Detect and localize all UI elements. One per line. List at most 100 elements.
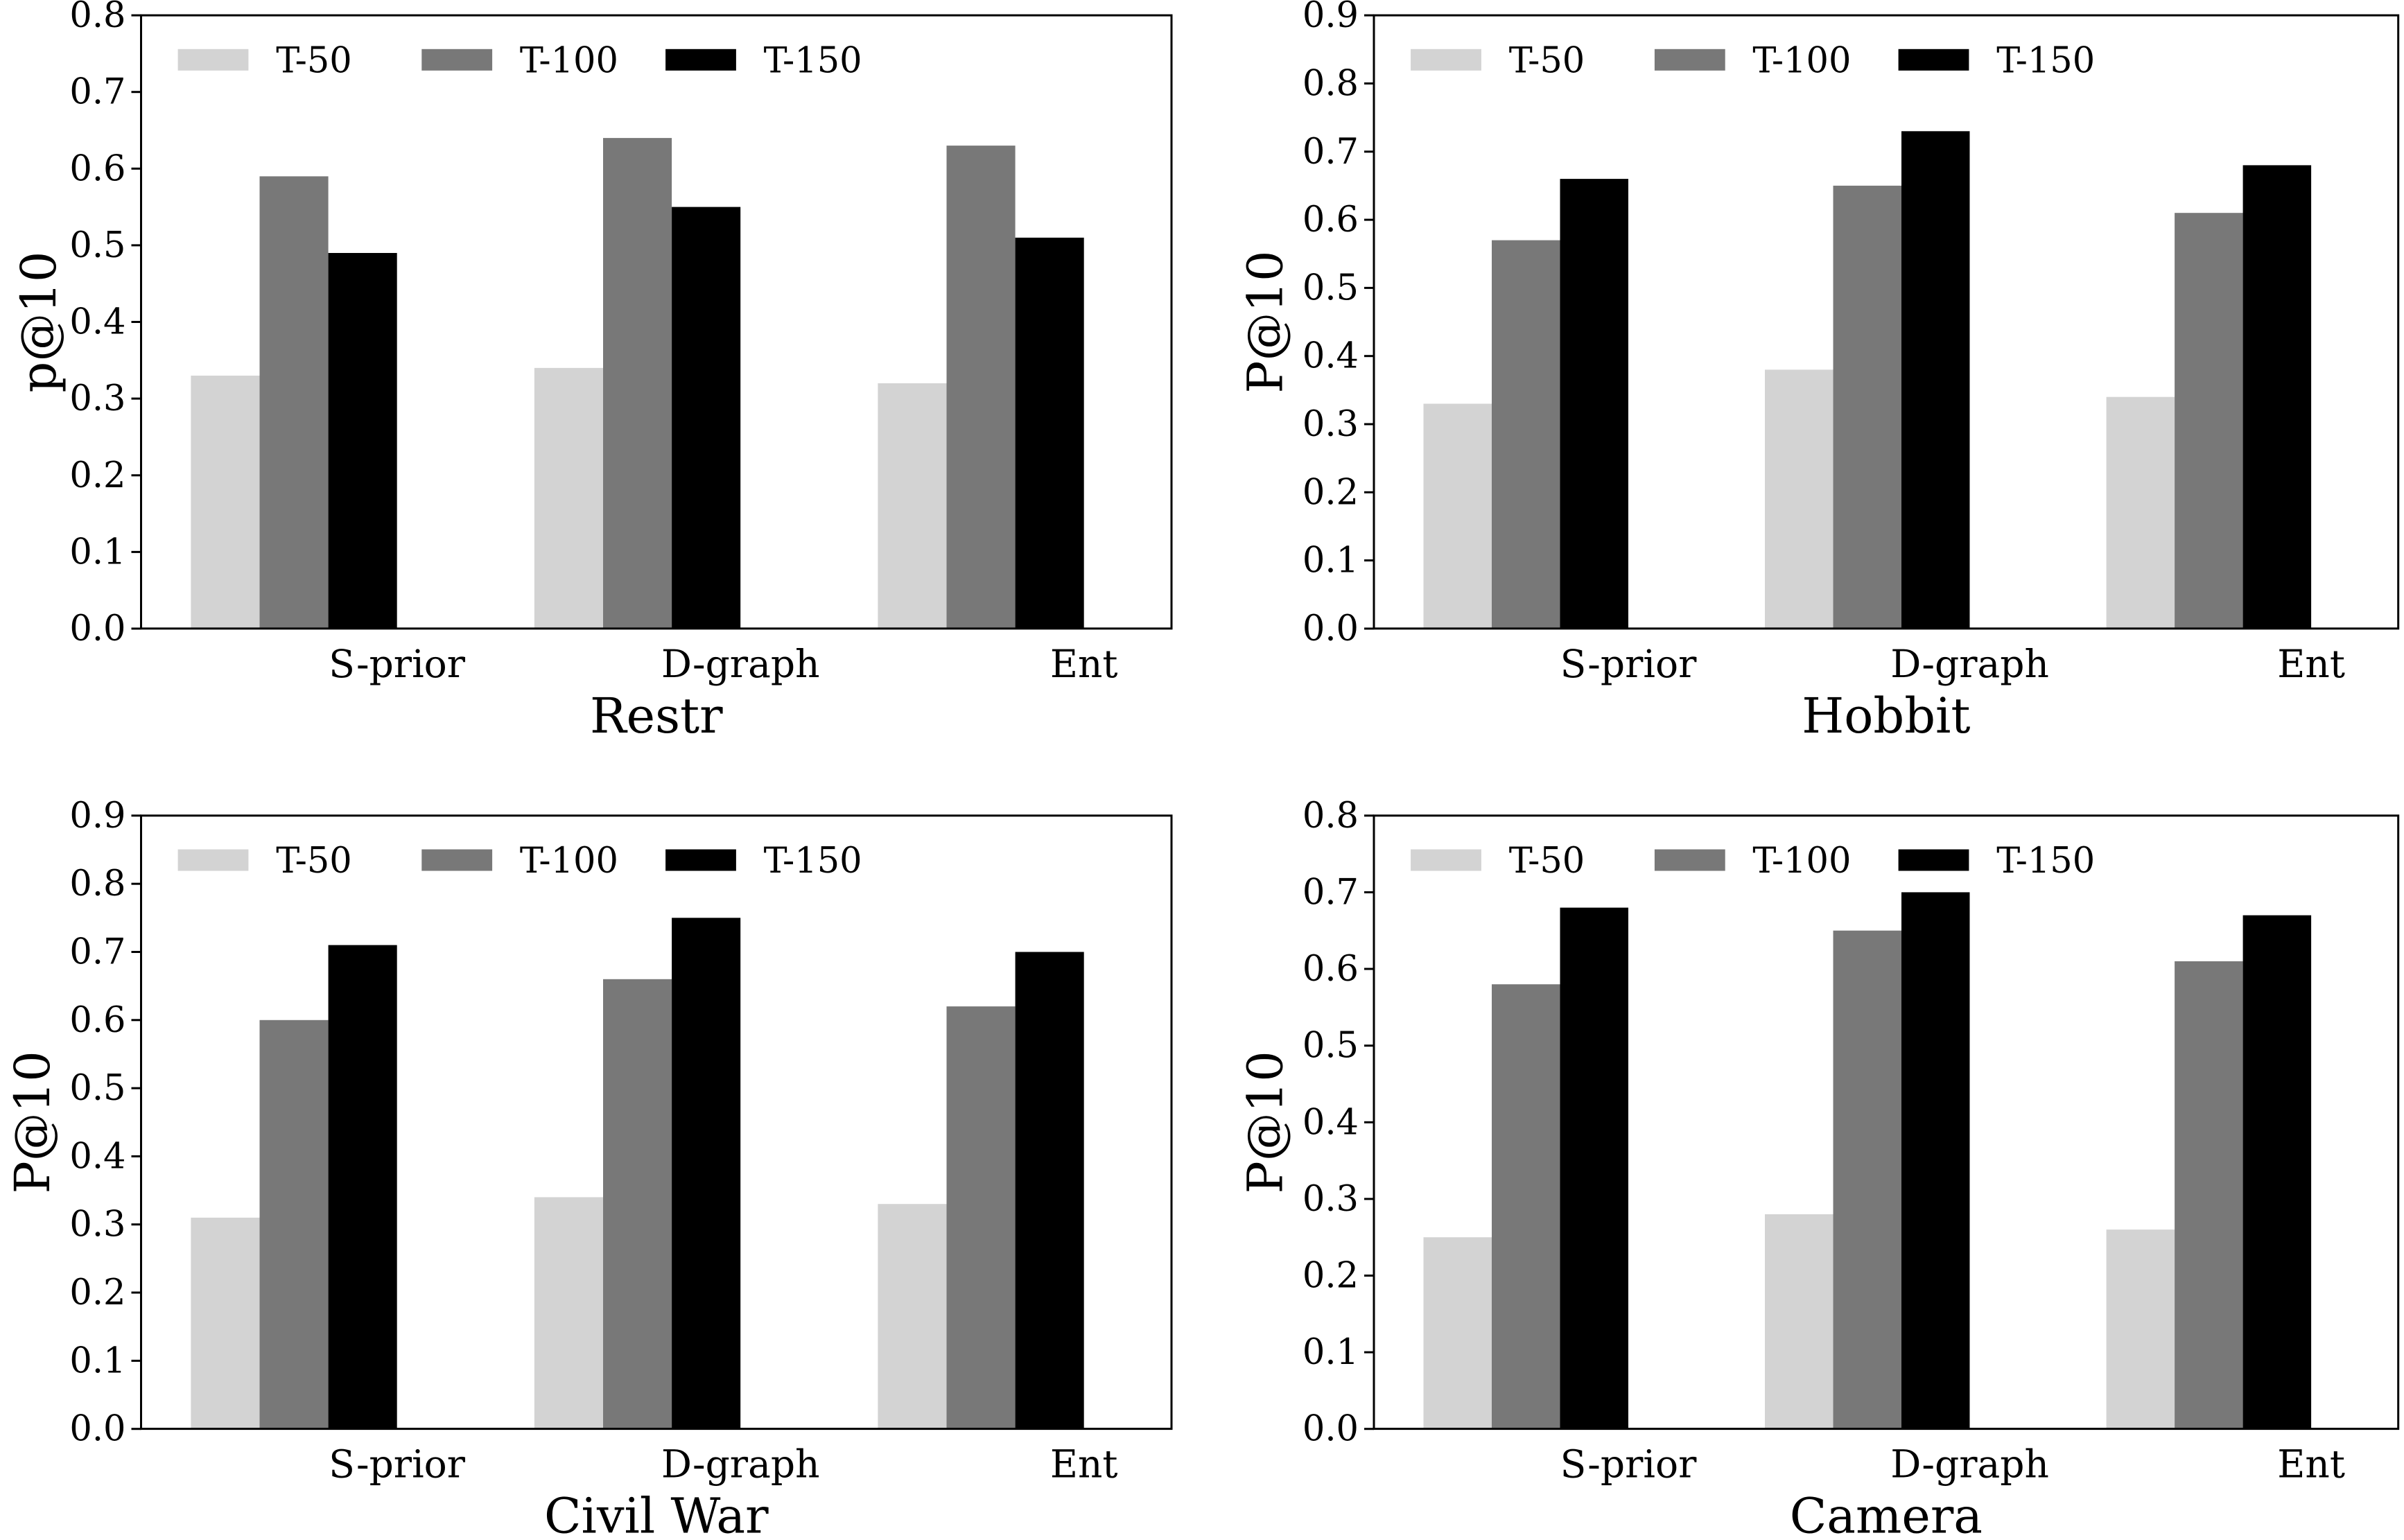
bar xyxy=(2175,213,2243,629)
bar xyxy=(259,176,329,629)
legend-swatch xyxy=(177,49,249,71)
bar xyxy=(1423,1237,1492,1429)
y-tick-label: 0.3 xyxy=(1303,1179,1359,1220)
bar xyxy=(534,367,603,629)
legend-label: T-100 xyxy=(1752,40,1851,81)
y-tick-label: 0.4 xyxy=(69,1136,125,1177)
legend-label: T-150 xyxy=(1996,841,2095,882)
legend-swatch xyxy=(421,849,493,871)
bar xyxy=(2242,915,2312,1429)
legend-swatch xyxy=(1898,849,1969,871)
legend-swatch xyxy=(665,49,736,71)
y-tick-label: 0.1 xyxy=(69,532,125,572)
x-category-label: Ent xyxy=(1050,642,1118,686)
legend-swatch xyxy=(177,849,249,871)
bar xyxy=(1560,179,1628,629)
bar xyxy=(2175,961,2243,1429)
bar xyxy=(1492,240,1560,629)
bar xyxy=(878,383,947,629)
x-axis-label: Restr xyxy=(590,688,723,744)
y-tick-label: 0.3 xyxy=(69,378,125,419)
y-tick-label: 0.8 xyxy=(1303,796,1359,837)
bar xyxy=(1015,237,1084,629)
chart-panel: 0.0 0.1 0.2 0.3 0.4 0.5 0.6 0.7 0.8 0.9 S-prior D-g… xyxy=(1237,0,2400,744)
bar xyxy=(328,945,397,1429)
bar xyxy=(2106,1230,2175,1429)
x-category-label: D-graph xyxy=(661,1442,820,1487)
legend-swatch xyxy=(1411,49,1481,71)
y-axis-label: P@10 xyxy=(1237,250,1294,393)
bar xyxy=(603,138,672,629)
legend-label: T-100 xyxy=(520,40,618,81)
bar xyxy=(1765,1214,1834,1429)
x-category-label: S-prior xyxy=(329,642,465,686)
bar xyxy=(1765,369,1834,629)
y-tick-label: 0.5 xyxy=(1303,1026,1359,1067)
axes-frame xyxy=(1373,14,2400,630)
chart-panel: 0.0 0.1 0.2 0.3 0.4 0.5 0.6 0.7 0.8 0.9 S-prior D-g… xyxy=(4,796,1173,1540)
bar xyxy=(1492,984,1560,1429)
y-tick-label: 0.0 xyxy=(1303,1409,1359,1450)
bar xyxy=(672,918,741,1429)
y-tick-label: 0.2 xyxy=(1303,1256,1359,1297)
y-tick-label: 0.5 xyxy=(1303,268,1359,308)
bar xyxy=(534,1197,603,1429)
x-category-label: D-graph xyxy=(1890,642,2049,686)
bar xyxy=(878,1204,947,1429)
x-category-label: S-prior xyxy=(1560,642,1697,686)
bar xyxy=(672,207,741,629)
y-tick-label: 0.5 xyxy=(69,225,125,266)
y-tick-label: 0.1 xyxy=(69,1340,125,1381)
legend-label: T-50 xyxy=(276,40,352,81)
legend-label: T-150 xyxy=(764,40,862,81)
chart-panel: 0.0 0.1 0.2 0.3 0.4 0.5 0.6 0.7 0.8 S-prior D-grap… xyxy=(1237,796,2400,1540)
bar xyxy=(603,979,672,1429)
y-tick-label: 0.7 xyxy=(69,72,125,113)
y-tick-label: 0.6 xyxy=(1303,949,1359,990)
y-tick-label: 0.2 xyxy=(1303,472,1359,513)
y-tick-label: 0.6 xyxy=(69,1000,125,1041)
legend-swatch xyxy=(1411,849,1481,871)
y-tick-label: 0.1 xyxy=(1303,541,1359,581)
y-tick-label: 0.2 xyxy=(69,455,125,496)
y-tick-label: 0.2 xyxy=(69,1272,125,1313)
x-category-label: Ent xyxy=(1050,1442,1118,1487)
bar xyxy=(191,1217,260,1429)
bar xyxy=(191,376,260,629)
chart-panel: 0.0 0.1 0.2 0.3 0.4 0.5 0.6 0.7 0.8 S-prior D-grap… xyxy=(10,0,1173,744)
legend-label: T-50 xyxy=(1509,841,1585,882)
bar xyxy=(1833,185,1901,629)
x-category-label: S-prior xyxy=(1560,1442,1697,1487)
y-tick-label: 0.6 xyxy=(1303,200,1359,240)
y-tick-label: 0.0 xyxy=(1303,609,1359,649)
y-tick-label: 0.6 xyxy=(69,148,125,189)
y-tick-label: 0.4 xyxy=(1303,1102,1359,1143)
bar xyxy=(946,146,1016,629)
legend-label: T-100 xyxy=(520,841,618,882)
y-tick-label: 0.8 xyxy=(1303,63,1359,104)
y-tick-label: 0.7 xyxy=(1303,132,1359,173)
x-category-label: Ent xyxy=(2277,642,2345,686)
y-tick-label: 0.7 xyxy=(69,932,125,973)
bar xyxy=(1423,403,1492,629)
legend-swatch xyxy=(421,49,493,71)
y-tick-label: 0.0 xyxy=(69,1409,125,1450)
x-category-label: Ent xyxy=(2277,1442,2345,1487)
y-tick-label: 0.4 xyxy=(1303,336,1359,377)
y-tick-label: 0.7 xyxy=(1303,872,1359,913)
legend-label: T-50 xyxy=(276,841,352,882)
bar xyxy=(328,253,397,629)
y-tick-label: 0.9 xyxy=(69,796,125,837)
y-tick-label: 0.1 xyxy=(1303,1332,1359,1373)
legend-swatch xyxy=(1654,849,1725,871)
legend-swatch xyxy=(1898,49,1969,71)
x-axis-label: Hobbit xyxy=(1802,688,1970,744)
bar xyxy=(1015,952,1084,1429)
y-axis-label: P@10 xyxy=(1237,1051,1294,1193)
legend-label: T-150 xyxy=(764,841,862,882)
y-axis-label: P@10 xyxy=(4,1051,61,1193)
y-tick-label: 0.3 xyxy=(1303,404,1359,445)
x-axis-label: Civil War xyxy=(544,1488,769,1540)
bar xyxy=(1560,907,1628,1429)
